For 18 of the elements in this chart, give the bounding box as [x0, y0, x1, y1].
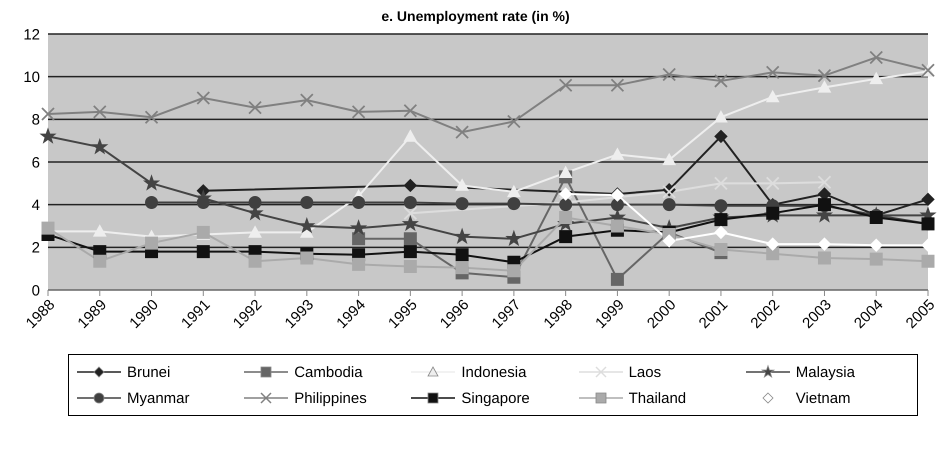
- y-tick-label: 8: [32, 112, 40, 129]
- legend-label: Laos: [628, 364, 662, 380]
- legend-label: Cambodia: [294, 364, 363, 380]
- legend-label: Singapore: [461, 390, 530, 406]
- y-tick-label: 2: [32, 240, 40, 257]
- legend-label: Myanmar: [127, 390, 190, 406]
- y-tick-label: 4: [32, 196, 40, 214]
- y-tick-label: 12: [23, 26, 40, 44]
- legend-label: Malaysia: [796, 364, 855, 380]
- legend-label: Indonesia: [461, 364, 526, 380]
- y-tick-label: 10: [23, 68, 40, 86]
- legend-label: Brunei: [127, 364, 170, 380]
- legend-label: Thailand: [628, 390, 686, 406]
- legend-label: Philippines: [294, 390, 367, 406]
- legend-label: Vietnam: [796, 390, 851, 406]
- chart-title: e. Unemployment rate (in %): [380, 8, 571, 24]
- y-tick-label: 0: [32, 282, 40, 300]
- y-tick-label: 6: [32, 154, 40, 172]
